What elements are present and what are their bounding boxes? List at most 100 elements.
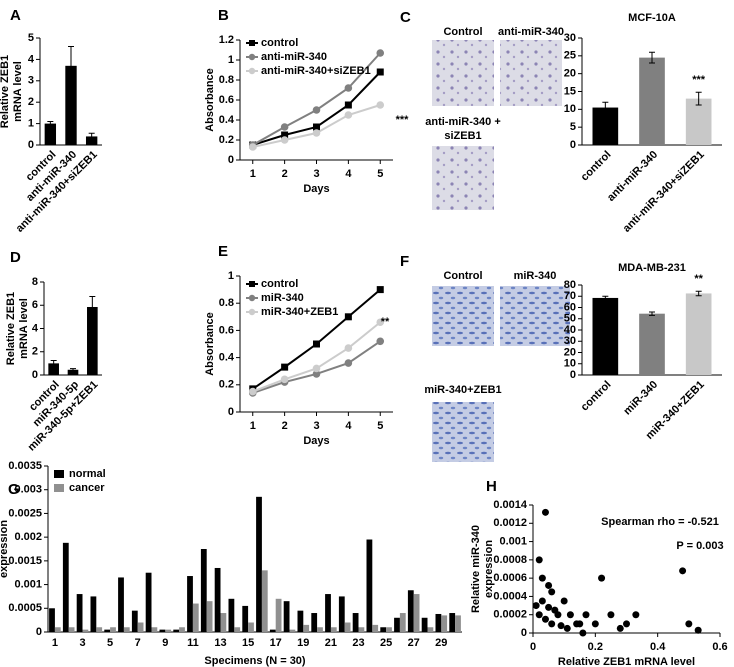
y-axis-label: expression xyxy=(0,520,10,578)
annotation: Spearman rho = -0.521 xyxy=(601,516,719,528)
y-tick-label: 20 xyxy=(564,346,576,358)
caption: miR-340 xyxy=(514,270,557,282)
bar xyxy=(131,610,138,632)
bar xyxy=(297,610,304,632)
point xyxy=(376,49,385,57)
x-tick-label: 29 xyxy=(435,637,447,649)
panel-letter: H xyxy=(486,478,497,495)
error-bar xyxy=(602,101,609,114)
x-tick-label: 0.6 xyxy=(712,641,727,653)
x-tick-label: 11 xyxy=(187,637,199,649)
point xyxy=(344,84,353,92)
x-tick-label: 7 xyxy=(135,637,141,649)
point xyxy=(281,131,289,139)
bar xyxy=(685,98,712,145)
point xyxy=(538,574,546,582)
micrograph xyxy=(500,286,570,346)
bar xyxy=(372,624,379,632)
bar xyxy=(592,297,619,375)
point xyxy=(344,111,353,119)
y-tick-label: 0.0035 xyxy=(8,460,42,472)
y-tick-label: 0.6 xyxy=(219,94,234,106)
point xyxy=(376,68,384,76)
micrographs-c: C Control anti-miR-340 anti-miR-340 + si… xyxy=(400,9,564,210)
bar xyxy=(330,627,337,632)
x-tick-label: control xyxy=(579,149,614,184)
x-tick-label: 27 xyxy=(408,637,420,649)
y-tick-label: 0 xyxy=(28,139,34,151)
y-tick-label: 8 xyxy=(32,276,38,288)
bar xyxy=(65,65,77,145)
bar xyxy=(685,293,712,375)
bar xyxy=(165,629,172,632)
bar xyxy=(338,596,345,632)
y-tick-label: 2 xyxy=(32,346,38,358)
series-line xyxy=(252,321,381,393)
y-axis-label: expression xyxy=(483,540,495,598)
bar xyxy=(407,590,414,632)
bar xyxy=(242,605,249,632)
point xyxy=(532,602,540,610)
legend-label: miR-340+ZEB1 xyxy=(261,306,338,318)
bar xyxy=(399,613,406,632)
y-tick-label: 25 xyxy=(564,50,576,62)
bar xyxy=(68,627,75,632)
error-bar xyxy=(649,311,655,316)
x-tick-label: 3 xyxy=(79,637,85,649)
point xyxy=(548,620,556,628)
bar xyxy=(151,627,158,632)
point xyxy=(566,611,574,619)
y-axis-label: mRNA level xyxy=(12,61,24,122)
point xyxy=(560,597,568,605)
point xyxy=(312,129,321,137)
bar xyxy=(220,613,227,632)
x-tick-label: 1 xyxy=(250,168,256,180)
bar xyxy=(62,542,69,632)
y-tick-label: 0 xyxy=(570,369,576,381)
y-tick-label: 0.0005 xyxy=(8,602,42,614)
point xyxy=(376,337,385,346)
x-tick-label: 15 xyxy=(242,637,254,649)
error-bar xyxy=(70,368,76,372)
y-tick-label: 0.0015 xyxy=(8,555,42,567)
x-tick-label: control xyxy=(579,379,614,414)
x-tick-label: 2 xyxy=(282,168,288,180)
x-tick-label: 13 xyxy=(214,637,226,649)
micrograph xyxy=(432,402,494,462)
panel-letter: B xyxy=(218,7,229,24)
y-tick-label: 0.0012 xyxy=(493,517,527,529)
y-tick-label: 0.0014 xyxy=(493,499,528,511)
x-tick-label: 17 xyxy=(270,637,282,649)
caption: Control xyxy=(443,270,482,282)
y-tick-label: 40 xyxy=(564,324,576,336)
bar xyxy=(206,601,213,632)
y-tick-label: 50 xyxy=(564,313,576,325)
point xyxy=(591,620,599,628)
x-tick-label: 5 xyxy=(377,168,383,180)
y-tick-label: 1 xyxy=(228,54,234,66)
micrographs-f: F Control miR-340 miR-340+ZEB1 xyxy=(400,253,570,462)
y-tick-label: 0.8 xyxy=(219,74,234,86)
y-tick-label: 0.001 xyxy=(499,535,527,547)
y-tick-label: 30 xyxy=(564,335,576,347)
point xyxy=(685,620,693,628)
bar xyxy=(187,576,193,632)
point xyxy=(535,611,543,619)
x-tick-label: 5 xyxy=(377,420,383,432)
y-tick-label: 60 xyxy=(564,301,576,313)
y-tick-label: 0 xyxy=(521,627,527,639)
error-bar xyxy=(695,91,702,106)
y-tick-label: 0.0025 xyxy=(8,507,42,519)
panel-letter: F xyxy=(400,253,409,270)
y-axis-label: Relative miR-340 xyxy=(470,525,482,613)
y-axis-label: Relative ZEB1 xyxy=(5,292,17,365)
point xyxy=(280,136,289,144)
bar xyxy=(275,598,282,632)
point xyxy=(548,588,556,596)
y-tick-label: 0 xyxy=(228,154,234,166)
point xyxy=(313,123,320,131)
legend-label: control xyxy=(261,37,298,49)
y-tick-label: 0.002 xyxy=(14,531,42,543)
x-tick-label: 4 xyxy=(345,168,352,180)
y-tick-label: 1 xyxy=(228,270,234,282)
